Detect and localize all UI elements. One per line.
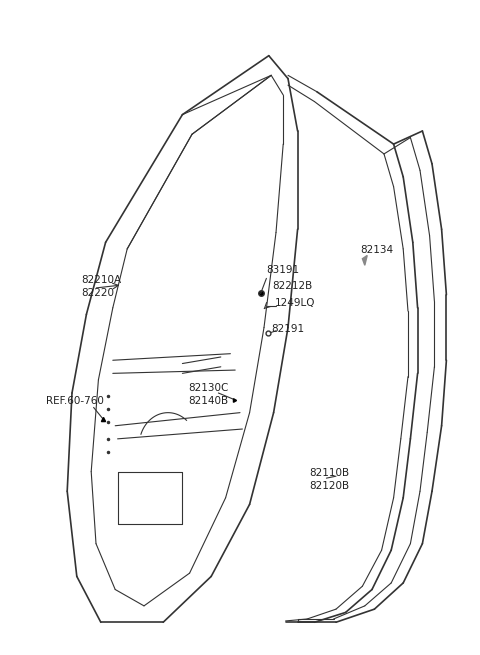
Text: 82130C: 82130C (189, 383, 229, 393)
Text: 82134: 82134 (360, 246, 393, 255)
Text: 82220: 82220 (82, 288, 115, 298)
Text: 1249LQ: 1249LQ (275, 298, 315, 308)
Text: 82210A: 82210A (82, 275, 122, 285)
Text: 82140B: 82140B (189, 396, 229, 406)
Text: 82191: 82191 (271, 324, 304, 334)
Text: 83191: 83191 (266, 265, 300, 275)
Text: REF.60-760: REF.60-760 (46, 396, 104, 406)
Text: 82212B: 82212B (272, 282, 312, 291)
Text: 82120B: 82120B (310, 481, 350, 491)
Text: 82110B: 82110B (310, 468, 350, 478)
Polygon shape (362, 255, 367, 265)
